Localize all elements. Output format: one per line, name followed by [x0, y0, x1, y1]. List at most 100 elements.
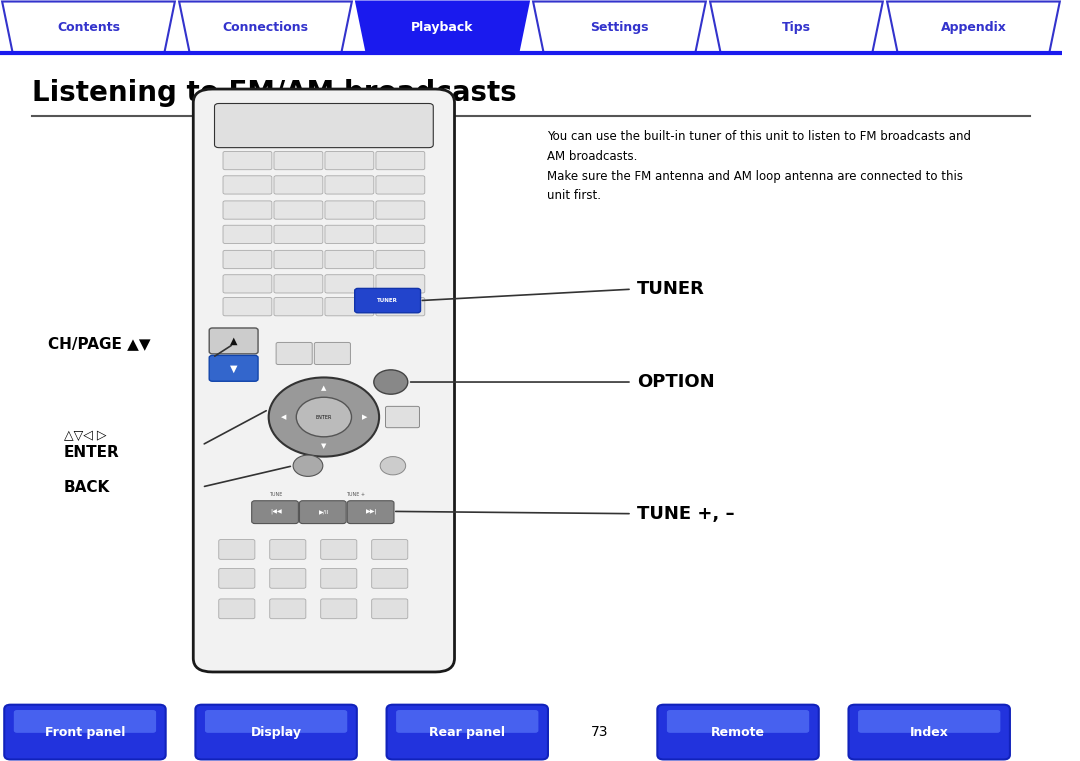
FancyBboxPatch shape — [222, 275, 272, 293]
FancyBboxPatch shape — [276, 342, 312, 365]
Text: Index: Index — [909, 725, 948, 739]
Text: ▶/II: ▶/II — [319, 509, 329, 514]
Polygon shape — [534, 2, 706, 53]
Polygon shape — [710, 2, 882, 53]
FancyBboxPatch shape — [376, 201, 424, 219]
FancyBboxPatch shape — [270, 568, 306, 588]
Text: TUNER: TUNER — [637, 280, 705, 298]
Circle shape — [293, 455, 323, 476]
FancyBboxPatch shape — [314, 342, 350, 365]
FancyBboxPatch shape — [321, 540, 356, 559]
FancyBboxPatch shape — [348, 501, 394, 524]
FancyBboxPatch shape — [252, 501, 298, 524]
FancyBboxPatch shape — [222, 176, 272, 194]
Text: Appendix: Appendix — [941, 21, 1007, 34]
FancyBboxPatch shape — [325, 201, 374, 219]
Text: Connections: Connections — [222, 21, 309, 34]
FancyBboxPatch shape — [372, 599, 408, 619]
FancyBboxPatch shape — [4, 705, 165, 759]
FancyBboxPatch shape — [193, 89, 455, 672]
Text: unit first.: unit first. — [546, 189, 600, 202]
Text: Listening to FM/AM broadcasts: Listening to FM/AM broadcasts — [31, 79, 516, 107]
FancyBboxPatch shape — [195, 705, 356, 759]
FancyBboxPatch shape — [376, 176, 424, 194]
Text: TUNE: TUNE — [269, 492, 283, 497]
FancyBboxPatch shape — [376, 151, 424, 170]
Text: Contents: Contents — [57, 21, 120, 34]
Text: TUNER: TUNER — [377, 298, 399, 303]
Circle shape — [269, 377, 379, 457]
FancyBboxPatch shape — [222, 201, 272, 219]
FancyBboxPatch shape — [376, 225, 424, 244]
FancyBboxPatch shape — [210, 355, 258, 381]
Polygon shape — [887, 2, 1059, 53]
FancyBboxPatch shape — [274, 176, 323, 194]
FancyBboxPatch shape — [321, 599, 356, 619]
Text: OPTION: OPTION — [637, 373, 715, 391]
Text: △▽◁ ▷: △▽◁ ▷ — [64, 428, 106, 442]
Text: ENTER: ENTER — [315, 415, 332, 419]
Text: Rear panel: Rear panel — [429, 725, 505, 739]
FancyBboxPatch shape — [270, 599, 306, 619]
FancyBboxPatch shape — [270, 540, 306, 559]
FancyBboxPatch shape — [376, 275, 424, 293]
FancyBboxPatch shape — [858, 710, 1000, 733]
Text: TUNE +: TUNE + — [347, 492, 365, 497]
FancyBboxPatch shape — [376, 298, 424, 316]
FancyBboxPatch shape — [274, 201, 323, 219]
Text: Display: Display — [251, 725, 301, 739]
FancyBboxPatch shape — [396, 710, 539, 733]
Text: Front panel: Front panel — [44, 725, 125, 739]
FancyBboxPatch shape — [274, 151, 323, 170]
FancyBboxPatch shape — [376, 250, 424, 269]
FancyBboxPatch shape — [219, 540, 255, 559]
Text: 73: 73 — [591, 725, 609, 739]
Circle shape — [296, 397, 351, 437]
FancyBboxPatch shape — [325, 298, 374, 316]
FancyBboxPatch shape — [372, 540, 408, 559]
Text: ▼: ▼ — [230, 363, 238, 374]
FancyBboxPatch shape — [321, 568, 356, 588]
FancyBboxPatch shape — [325, 225, 374, 244]
FancyBboxPatch shape — [354, 288, 420, 313]
FancyBboxPatch shape — [325, 151, 374, 170]
FancyBboxPatch shape — [387, 705, 548, 759]
Text: ▶▶|: ▶▶| — [366, 508, 378, 514]
FancyBboxPatch shape — [205, 710, 348, 733]
Text: CH/PAGE ▲▼: CH/PAGE ▲▼ — [48, 336, 150, 352]
FancyBboxPatch shape — [14, 710, 157, 733]
Text: ▼: ▼ — [321, 443, 326, 449]
Text: You can use the built-in tuner of this unit to listen to FM broadcasts and: You can use the built-in tuner of this u… — [546, 130, 971, 144]
FancyBboxPatch shape — [325, 176, 374, 194]
FancyBboxPatch shape — [667, 710, 809, 733]
FancyBboxPatch shape — [274, 250, 323, 269]
FancyBboxPatch shape — [658, 705, 819, 759]
FancyBboxPatch shape — [222, 225, 272, 244]
FancyBboxPatch shape — [274, 225, 323, 244]
Text: TUNE +, –: TUNE +, – — [637, 505, 734, 523]
Polygon shape — [356, 2, 529, 53]
FancyBboxPatch shape — [849, 705, 1010, 759]
Polygon shape — [2, 2, 175, 53]
Text: ◀: ◀ — [281, 414, 286, 420]
Text: Playback: Playback — [411, 21, 474, 34]
FancyBboxPatch shape — [219, 599, 255, 619]
FancyBboxPatch shape — [372, 568, 408, 588]
Text: Remote: Remote — [711, 725, 765, 739]
FancyBboxPatch shape — [219, 568, 255, 588]
FancyBboxPatch shape — [299, 501, 347, 524]
Text: ENTER: ENTER — [64, 445, 120, 460]
Polygon shape — [179, 2, 352, 53]
Circle shape — [380, 457, 406, 475]
FancyBboxPatch shape — [222, 298, 272, 316]
Text: ▲: ▲ — [230, 336, 238, 346]
FancyBboxPatch shape — [274, 275, 323, 293]
Text: Make sure the FM antenna and AM loop antenna are connected to this: Make sure the FM antenna and AM loop ant… — [546, 170, 963, 183]
Text: BACK: BACK — [64, 479, 110, 495]
FancyBboxPatch shape — [210, 328, 258, 354]
Text: ▲: ▲ — [321, 385, 326, 391]
FancyBboxPatch shape — [274, 298, 323, 316]
FancyBboxPatch shape — [325, 275, 374, 293]
FancyBboxPatch shape — [222, 250, 272, 269]
FancyBboxPatch shape — [325, 250, 374, 269]
